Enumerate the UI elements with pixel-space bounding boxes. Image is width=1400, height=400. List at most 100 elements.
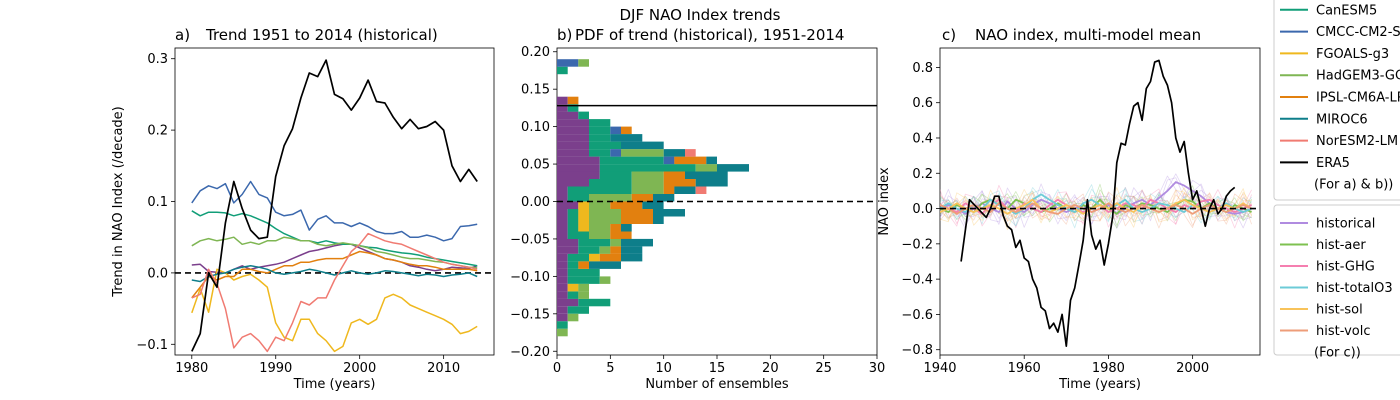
series-line-CMCC-CM2-SR5 (191, 180, 478, 242)
panel-title: NAO index, multi-model mean (975, 26, 1201, 44)
histogram-bar-ACCESS-ESM1-5 (557, 156, 600, 165)
y-tick-label: 0.4 (912, 131, 933, 146)
histogram-bar-IPSL-CM6A-LR (631, 194, 653, 202)
histogram-bar-ACCESS-ESM1-5 (557, 179, 589, 187)
histogram-bar-IPSL-CM6A-LR (610, 246, 621, 254)
y-tick-label: 0.0 (912, 202, 933, 217)
histogram-bar-CanESM5 (589, 126, 611, 135)
histogram-bar-ACCESS-ESM1-5 (557, 238, 579, 247)
histogram-bar-HadGEM3-GC31-LL (599, 276, 611, 284)
histogram-bar-CanESM5 (567, 231, 589, 239)
histogram-bar-CMCC-CM2-SR5 (557, 59, 579, 67)
panel-a: 1980 1990 2000 2010 −0.1 0.0 0.1 0.2 0.3 Time (ye… (111, 26, 495, 392)
x-tick-label: 1990 (259, 361, 292, 376)
legend-label-HadGEM3-GC31-LL: HadGEM3-GC31-LL (1316, 69, 1400, 84)
legend-frame (1273, 204, 1400, 356)
series-line-NorESM2-LM (191, 232, 478, 353)
y-tick-label: 0.20 (521, 45, 550, 60)
x-tick-label: 1940 (923, 361, 956, 376)
histogram-bar-CanESM5 (589, 149, 611, 157)
x-tick-label: 1980 (1092, 361, 1125, 376)
histogram-bar-CanESM5 (567, 276, 600, 284)
member-line-hist-sol (940, 186, 1252, 231)
x-tick-label: 20 (762, 361, 779, 376)
x-tick-label: 25 (815, 361, 832, 376)
panel-c: 1940 1960 1980 2000 −0.8 −0.6 −0.4 −0.2 0.0 0.2 0.… (877, 26, 1261, 392)
histogram-bar-HadGEM3-GC31-LL (695, 164, 717, 172)
histogram-bar-CanESM5 (589, 141, 621, 150)
legend-models: ACCESS-ESM1-5CanESM5CMCC-CM2-SR5FGOALS-g… (1273, 0, 1400, 201)
histogram-bar-FGOALS-g3 (589, 253, 600, 262)
histogram-bar-CanESM5 (567, 224, 579, 232)
histogram-bar-CanESM5 (557, 66, 568, 75)
histogram-bar-ACCESS-ESM1-5 (557, 201, 579, 209)
histogram-bar-MIROC6 (674, 186, 696, 194)
histogram-bar-ACCESS-ESM1-5 (557, 253, 568, 262)
histogram-bar-ACCESS-ESM1-5 (557, 306, 568, 314)
x-axis-label: Time (years) (1058, 377, 1141, 392)
series-line-ERA5 (191, 59, 478, 352)
x-tick-label: 15 (709, 361, 726, 376)
histogram-bar-IPSL-CM6A-LR (674, 156, 707, 165)
histogram-bar-MIROC6 (695, 179, 728, 187)
histogram-bar-HadGEM3-GC31-LL (589, 231, 611, 239)
histogram-bar-ACCESS-ESM1-5 (557, 313, 568, 322)
legend-label-CanESM5: CanESM5 (1316, 3, 1377, 18)
y-tick-label: −0.20 (510, 345, 550, 360)
histogram-bar-HadGEM3-GC31-LL (631, 186, 664, 194)
series-line-FGOALS-g3 (191, 268, 478, 353)
histogram-bar-HadGEM3-GC31-LL (589, 216, 621, 224)
y-tick-label: 0.0 (147, 266, 168, 281)
y-tick-label: 0.6 (912, 96, 933, 111)
x-tick-label: 2000 (1176, 361, 1209, 376)
histogram-bar-MIROC6 (621, 141, 664, 150)
histogram-bar-FGOALS-g3 (567, 283, 579, 292)
histogram-bar-ACCESS-ESM1-5 (557, 186, 568, 194)
histogram-bar-CanESM5 (567, 194, 589, 202)
figure-suptitle: DJF NAO Index trends (619, 6, 780, 24)
histogram-bar-CanESM5 (599, 171, 632, 179)
panel-label: c) (942, 26, 956, 44)
histogram-bar-MIROC6 (621, 224, 632, 232)
y-tick-label: 0.05 (521, 158, 550, 173)
histogram-bar-HadGEM3-GC31-LL (631, 179, 664, 187)
histogram-bar-IPSL-CM6A-LR (567, 96, 579, 105)
histogram-bar-ACCESS-ESM1-5 (557, 216, 568, 224)
histogram-bar-MIROC6 (653, 209, 685, 217)
histogram-bar-IPSL-CM6A-LR (610, 224, 621, 232)
y-tick-label: −0.15 (510, 307, 550, 322)
histogram-bar-HadGEM3-GC31-LL (578, 291, 589, 299)
histogram-bar-CanESM5 (567, 306, 589, 314)
histogram-bar-CanESM5 (567, 216, 579, 224)
histogram-bar-FGOALS-g3 (578, 201, 589, 209)
histogram-bar-MIROC6 (589, 261, 621, 269)
histogram-bar-MIROC6 (621, 246, 643, 254)
histogram-bar-IPSL-CM6A-LR (599, 253, 621, 262)
histogram-bar-MIROC6 (706, 156, 717, 165)
histogram-bar-MIROC6 (621, 238, 653, 247)
y-tick-label: 0.00 (521, 195, 550, 210)
series-line-MIROC6 (191, 265, 478, 283)
axes-frame (939, 47, 1261, 356)
x-tick-label: 0 (553, 361, 561, 376)
plot-area (175, 59, 494, 353)
histogram-bar-HadGEM3-GC31-LL (599, 246, 611, 254)
histogram-bar-ACCESS-ESM1-5 (557, 111, 579, 120)
histogram-bar-CanESM5 (599, 164, 696, 172)
legend-label-hist-GHG: hist-GHG (1316, 260, 1375, 275)
plot-area (940, 59, 1260, 348)
histogram-bar-MIROC6 (610, 134, 643, 142)
histogram-bar-ACCESS-ESM1-5 (557, 119, 589, 127)
legend-label-hist-sol: hist-sol (1316, 303, 1363, 318)
y-tick-label: −0.10 (510, 270, 550, 285)
series-line-ERA5 (960, 59, 1236, 348)
panel-title: PDF of trend (historical), 1951-2014 (575, 26, 844, 44)
y-tick-label: −0.1 (136, 338, 168, 353)
histogram-bar-FGOALS-g3 (578, 216, 589, 224)
y-tick-label: −0.8 (901, 343, 933, 358)
legend-experiments: historical hist-aer hist-GHG hist-totalO3 hi… (1273, 204, 1400, 361)
histogram-bar-MIROC6 (663, 149, 685, 157)
y-tick-label: −0.2 (901, 237, 933, 252)
histogram-bar-HadGEM3-GC31-LL (589, 209, 621, 217)
x-tick-label: 1960 (1008, 361, 1041, 376)
